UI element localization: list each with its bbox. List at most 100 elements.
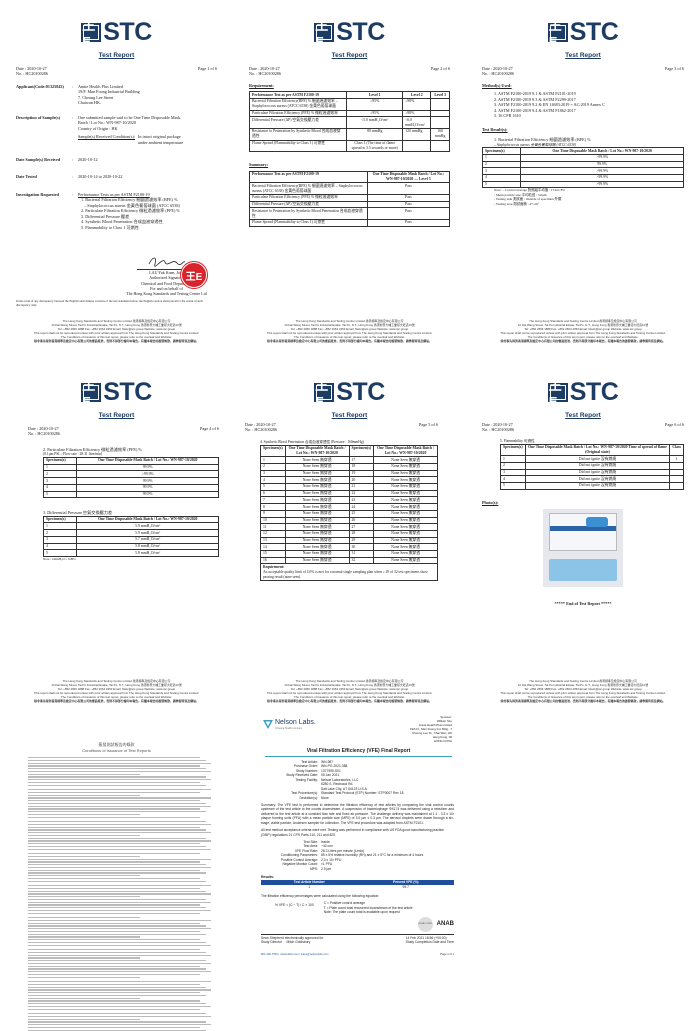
table-cell bbox=[430, 98, 450, 111]
table-row: 3 None Seen 無穿透 19 None Seen 無穿透 bbox=[260, 469, 438, 478]
conditions-text-line bbox=[28, 944, 212, 946]
table-cell bbox=[430, 116, 450, 129]
stc-seal: 王E bbox=[180, 261, 208, 290]
text-line: 除非事先得到香港標準及檢定中心有限公司的書面批准，否則不得部分複印本報告。有關本… bbox=[267, 339, 432, 344]
info-value: Standard Test Protocol (STP) Number: STP… bbox=[321, 791, 404, 796]
table-cell: Differential Pressure (ΔP) 空氣交換壓力差 bbox=[248, 116, 348, 129]
text-line: 1. ASTM F2100-2019 9.1 & ASTM F2101-2019 bbox=[494, 91, 576, 97]
compliance-paragraph: All test method acceptance criteria were… bbox=[261, 828, 445, 837]
text-line: This report shall not be reproduced unle… bbox=[266, 691, 433, 696]
conditions-text-line bbox=[28, 939, 201, 941]
text-line: The Conditions of Issuance of this test … bbox=[294, 695, 405, 700]
table-cell: <5.0 mmH₂O/cm² bbox=[346, 116, 404, 129]
conditions-title-en: Conditions of Issuance of Test Reports bbox=[82, 748, 151, 753]
conditions-text-line bbox=[28, 872, 206, 874]
sbp-requirement-label: Requirement: bbox=[263, 565, 285, 570]
table-header: Specimen(s) bbox=[500, 443, 526, 457]
table-cell: None Seen 無穿透 bbox=[284, 476, 350, 484]
conditions-text-line bbox=[28, 928, 212, 930]
report-no: : HC20100286 bbox=[252, 427, 277, 433]
table-row: 14 None Seen 無穿透 30 None Seen 無穿透 bbox=[260, 543, 438, 552]
table-row: Differential Pressure (ΔP) 空氣交換壓力差 <5.0 m… bbox=[248, 116, 450, 129]
table-header: Level 2 bbox=[402, 91, 432, 100]
conditions-text-line bbox=[28, 1018, 141, 1020]
table-cell: None Seen 無穿透 bbox=[373, 462, 438, 471]
conditions-text-line bbox=[28, 776, 206, 778]
conditions-text-line bbox=[28, 866, 212, 869]
table-cell: 6 bbox=[260, 489, 286, 498]
signature-icon bbox=[148, 257, 185, 267]
dp-title: 3. Differential Pressure 空氣交換壓力差 bbox=[43, 510, 113, 516]
no-label: No. bbox=[482, 427, 489, 433]
text-line: Chaiwan HK. bbox=[78, 100, 102, 106]
date: : 2020-10-27 bbox=[490, 66, 513, 71]
conditions-text-line bbox=[28, 770, 212, 773]
text-line: The Hong Kong Standards and Testing Cent… bbox=[62, 319, 171, 324]
results-label: Results: bbox=[261, 875, 275, 880]
info-label: Test Procedure(s): bbox=[291, 791, 318, 796]
email-link[interactable]: sales@nelsonlabs.com bbox=[300, 952, 329, 956]
table-cell bbox=[430, 109, 450, 118]
summary-heading: Summary: bbox=[249, 162, 269, 168]
table-cell: None Seen 無穿透 bbox=[284, 556, 350, 565]
table-row: 2 99.9% bbox=[481, 160, 684, 169]
table-row: 4 Did not ignite 沒有燃燒 bbox=[500, 475, 684, 483]
table-cell: 15 bbox=[260, 550, 286, 558]
table-cell: None Seen 無穿透 bbox=[284, 509, 350, 518]
table-cell: 160 mmHg bbox=[430, 128, 450, 141]
info-row: VFE Flow Rate: 28.3 Liters per minute (L/… bbox=[261, 849, 454, 853]
table-cell: 1 bbox=[669, 455, 684, 463]
stc-page-6: 王E STC Test Report Date : 2020-10-27 No. :… bbox=[466, 360, 700, 710]
conditions-text-line bbox=[28, 823, 212, 825]
table-cell: 99.9% bbox=[520, 160, 684, 169]
stc-footer: The Hong Kong Standards and Testing Cent… bbox=[8, 680, 225, 704]
info-label: Testing Facility: bbox=[295, 777, 318, 782]
text-line: 4. ASTM F2100-2019 9.4 & ASTM F1862-2017 bbox=[494, 107, 576, 113]
text-line: - Testing area 測試面積 : 47 cm² bbox=[494, 201, 539, 206]
table-cell: Did not ignite 沒有燃燒 bbox=[524, 475, 671, 483]
website-link[interactable]: nelsonlabs.com bbox=[279, 952, 299, 956]
stc-footer: The Hong Kong Standards and Testing Cent… bbox=[241, 320, 458, 344]
table-cell: 4 bbox=[260, 476, 286, 484]
conditions-text-line bbox=[28, 1013, 206, 1015]
conditions-text-line bbox=[28, 976, 141, 978]
table-cell: 99.9% bbox=[76, 477, 219, 485]
table-cell: Flame Spread (Flammability to Class 1) 可… bbox=[248, 139, 348, 153]
stc-footer: The Hong Kong Standards and Testing Cent… bbox=[474, 320, 692, 344]
table-cell: Pass bbox=[366, 207, 451, 220]
report-no: : HC20100286 bbox=[489, 427, 514, 433]
conditions-text-line bbox=[28, 759, 206, 761]
sponsor-block: Sponsor: William Sze Annie Health Plus Lim… bbox=[410, 715, 452, 743]
table-cell: None Seen 無穿透 bbox=[284, 543, 350, 552]
table-header: Performance Test as per ASTM F2100-19 bbox=[248, 91, 348, 100]
table-cell: 27 bbox=[348, 523, 375, 531]
text-line: Tel: +852 2666 1888 Fax: +852 2664 4353 … bbox=[290, 687, 409, 692]
text-line: Chemical and Food Department bbox=[140, 280, 193, 286]
table-cell: 5 bbox=[42, 490, 78, 499]
table-cell: >99.9% bbox=[520, 167, 684, 175]
info-value: ~40 cm² bbox=[321, 844, 334, 849]
conditions-text-line bbox=[28, 791, 201, 793]
report-title: Test Report bbox=[331, 52, 368, 59]
table-cell: Did not ignite 沒有燃燒 bbox=[524, 468, 671, 477]
bfe-notes: Note : - Control average 對照組平均值 : 1744 C… bbox=[482, 188, 684, 206]
conditions-text-line bbox=[28, 1006, 212, 1008]
text-line: This report shall not be reproduced unle… bbox=[33, 331, 200, 336]
info-value: 2.3 x 10³ PFU bbox=[321, 857, 342, 862]
info-value: WN-987 bbox=[321, 760, 334, 764]
sbp-requirement-text: An acceptable quality limit of 4.0% is m… bbox=[263, 570, 428, 579]
page-number: Page 6 of 6 bbox=[665, 422, 684, 427]
table-row: Resistance to Penetration by Synthetic B… bbox=[248, 128, 450, 141]
table-cell: 80 mmHg bbox=[346, 128, 404, 141]
info-value: 1377995-S01 bbox=[321, 768, 341, 773]
table-header: One Time Disposable Mask Batch / Lot No.… bbox=[76, 515, 219, 524]
info-label: Deviation(s): bbox=[299, 795, 318, 800]
report-no: : HC20100286 bbox=[256, 71, 281, 77]
table-header: Performance Test as per ASTM F2100-19 bbox=[249, 170, 368, 184]
table-cell: None Seen 無穿透 bbox=[373, 469, 438, 478]
table-cell: 30 bbox=[348, 543, 375, 552]
conditions-text-line bbox=[28, 797, 212, 799]
applicant-label: Applicant(Code:01325843) bbox=[16, 83, 64, 89]
table-cell: 22 bbox=[348, 489, 375, 498]
table-cell: 25 bbox=[348, 509, 375, 518]
